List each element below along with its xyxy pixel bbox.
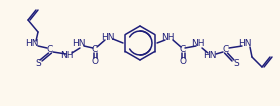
Text: HN: HN [203, 52, 217, 61]
Text: HN: HN [101, 33, 115, 42]
Text: O: O [92, 56, 99, 66]
Text: O: O [179, 56, 186, 66]
Text: S: S [233, 59, 239, 68]
Text: C: C [223, 45, 229, 54]
Text: C: C [180, 45, 186, 54]
Text: NH: NH [60, 52, 74, 61]
Text: S: S [35, 59, 41, 68]
Text: HN: HN [25, 40, 39, 49]
Text: NH: NH [161, 33, 175, 42]
Text: HN: HN [72, 40, 86, 49]
Text: HN: HN [238, 40, 252, 49]
Text: NH: NH [191, 40, 205, 49]
Text: C: C [92, 45, 98, 54]
Text: C: C [47, 45, 53, 54]
